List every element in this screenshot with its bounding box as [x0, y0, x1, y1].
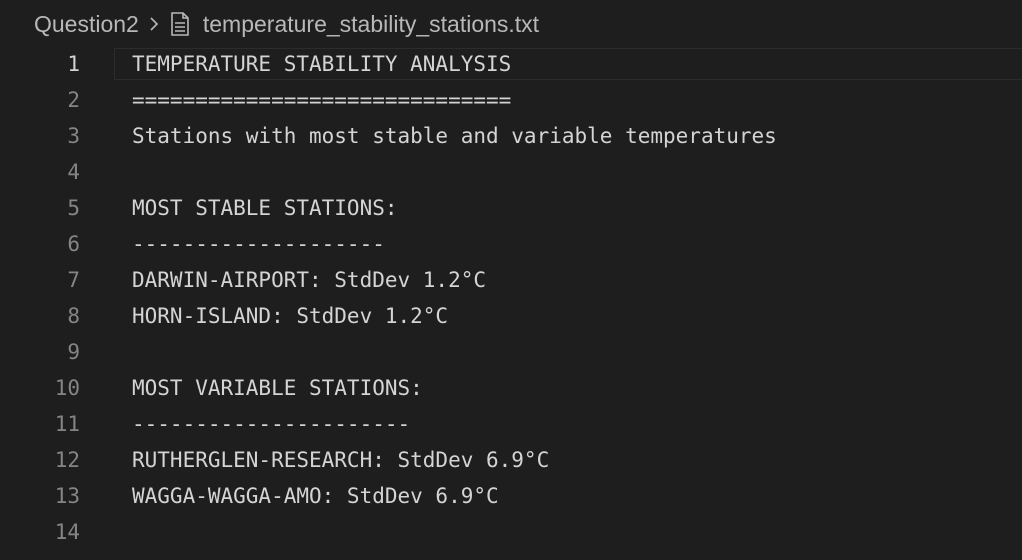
line-number: 10: [54, 376, 80, 400]
editor-line[interactable]: 9: [0, 334, 1022, 370]
editor-line[interactable]: 12 RUTHERGLEN-RESEARCH: StdDev 6.9°C: [0, 442, 1022, 478]
line-number: 12: [54, 448, 80, 472]
line-number: 7: [67, 268, 80, 292]
line-number: 1: [67, 52, 80, 76]
editor-line[interactable]: 11 ----------------------: [0, 406, 1022, 442]
line-text[interactable]: MOST VARIABLE STATIONS:: [132, 376, 423, 400]
file-text-icon: [170, 11, 190, 37]
line-number: 2: [67, 88, 80, 112]
breadcrumb-folder[interactable]: Question2: [34, 10, 139, 37]
editor-line[interactable]: 6 --------------------: [0, 226, 1022, 262]
line-number: 9: [67, 340, 80, 364]
line-text[interactable]: DARWIN-AIRPORT: StdDev 1.2°C: [132, 268, 487, 292]
editor-line[interactable]: 10 MOST VARIABLE STATIONS:: [0, 370, 1022, 406]
line-text[interactable]: Stations with most stable and variable t…: [132, 124, 777, 148]
line-text[interactable]: ==============================: [132, 88, 512, 112]
editor-line[interactable]: 14: [0, 514, 1022, 550]
line-number: 5: [67, 196, 80, 220]
breadcrumb-file[interactable]: temperature_stability_stations.txt: [202, 10, 540, 37]
line-text[interactable]: MOST STABLE STATIONS:: [132, 196, 398, 220]
line-number: 4: [67, 160, 80, 184]
line-number: 14: [54, 520, 80, 544]
line-number: 3: [67, 124, 80, 148]
line-number: 13: [54, 484, 80, 508]
line-text[interactable]: WAGGA-WAGGA-AMO: StdDev 6.9°C: [132, 484, 499, 508]
editor-line[interactable]: 4: [0, 154, 1022, 190]
line-text[interactable]: --------------------: [132, 232, 385, 256]
line-text[interactable]: ----------------------: [132, 412, 411, 436]
editor-line[interactable]: 5 MOST STABLE STATIONS:: [0, 190, 1022, 226]
line-text[interactable]: RUTHERGLEN-RESEARCH: StdDev 6.9°C: [132, 448, 550, 472]
code-area[interactable]: 1 TEMPERATURE STABILITY ANALYSIS 2 =====…: [0, 46, 1022, 550]
line-text[interactable]: HORN-ISLAND: StdDev 1.2°C: [132, 304, 449, 328]
editor-line[interactable]: 7 DARWIN-AIRPORT: StdDev 1.2°C: [0, 262, 1022, 298]
breadcrumb: Question2 temperature_stability_stations…: [0, 0, 1022, 48]
line-number: 6: [67, 232, 80, 256]
line-number: 8: [67, 304, 80, 328]
editor-line[interactable]: 2 ==============================: [0, 82, 1022, 118]
editor-line[interactable]: 13 WAGGA-WAGGA-AMO: StdDev 6.9°C: [0, 478, 1022, 514]
editor-line[interactable]: 8 HORN-ISLAND: StdDev 1.2°C: [0, 298, 1022, 334]
editor-line[interactable]: 3 Stations with most stable and variable…: [0, 118, 1022, 154]
editor-line[interactable]: 1 TEMPERATURE STABILITY ANALYSIS: [0, 46, 1022, 82]
line-number: 11: [54, 412, 80, 436]
line-text[interactable]: TEMPERATURE STABILITY ANALYSIS: [132, 52, 512, 76]
chevron-right-icon: [148, 14, 160, 34]
